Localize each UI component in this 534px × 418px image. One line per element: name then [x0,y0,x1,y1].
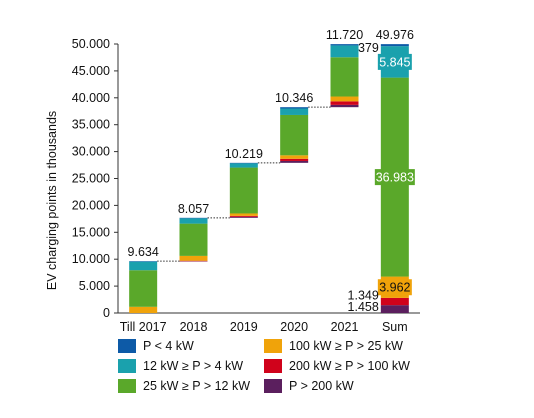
x-tick-label: 2019 [230,320,258,334]
bar-segment [179,260,208,262]
y-tick-label: 45.000 [72,64,110,78]
bar-segment [129,306,158,313]
x-tick-label: Sum [382,320,408,334]
x-tick-label: 2020 [280,320,308,334]
bar-segment [229,162,258,164]
segment-label-box [377,53,412,70]
segment-label: 1.349 [348,289,379,303]
x-tick-label: Till 2017 [120,320,167,334]
bar-segment [229,216,258,218]
legend-item: 25 kW ≥ P > 12 kW [118,379,250,393]
x-tick-label: 2018 [180,320,208,334]
legend-item: 200 kW ≥ P > 100 kW [264,359,410,373]
y-tick-label: 5.000 [79,279,110,293]
legend-item: 100 kW ≥ P > 25 kW [264,339,403,353]
legend-label: 200 kW ≥ P > 100 kW [289,359,410,373]
bar-segment [129,261,158,262]
legend-item: P > 200 kW [264,379,354,393]
data-labels: Till 2017 9.634 2018 8.057 2019 10.219 2020 10.… [120,28,415,334]
axes: 0 5.000 10.000 15.000 20.000 25.000 30.000 35.0… [72,37,420,320]
legend-label: 25 kW ≥ P > 12 kW [143,379,251,393]
bar-segment [380,44,409,47]
bar-segment [179,217,208,219]
y-tick-label: 25.000 [72,172,110,186]
legend-label: 100 kW ≥ P > 25 kW [289,339,403,353]
bar-segment [229,215,258,217]
y-axis-label: EV charging points in thousands [45,111,59,290]
y-tick-label: 20.000 [72,198,110,212]
total-label: 9.634 [128,245,159,259]
segment-label: 379 [358,41,379,55]
total-label: 10.346 [275,91,313,105]
bar-segment [280,158,309,161]
legend-label: 12 kW ≥ P > 4 kW [143,359,244,373]
bar-segment [229,213,258,216]
bar-segment [330,57,359,97]
x-tick-label: 2021 [331,320,359,334]
legend-swatch [118,339,136,353]
legend-swatch [264,359,282,373]
bar-segment [280,108,309,115]
total-label: 11.720 [326,28,363,42]
segment-label: 1.458 [348,300,379,314]
bar-segment [179,255,208,261]
total-label: 49.976 [376,28,414,42]
segment-label-box [374,169,415,186]
y-tick-label: 15.000 [72,225,110,239]
y-tick-label: 50.000 [72,37,110,51]
total-label: 10.219 [225,147,263,161]
total-label: 8.057 [178,202,209,216]
bar-segment [280,155,309,159]
legend-label: P < 4 kW [143,339,194,353]
bar-segment [330,44,359,46]
bar-segment [129,270,158,307]
bar-segment [280,160,309,163]
bar-segment [380,297,409,306]
bars [129,44,409,313]
bar-segment [129,261,158,271]
segment-label: 36.983 [376,171,414,185]
bar-segment [280,107,309,109]
segment-label: 3.962 [379,281,410,295]
bar-segment [380,305,409,313]
bar-segment [229,163,258,168]
segment-label-box [377,279,412,296]
legend-swatch [264,339,282,353]
y-tick-label: 10.000 [72,252,110,266]
legend-swatch [118,359,136,373]
legend-swatch [264,379,282,393]
y-tick-label: 0 [103,306,110,320]
bar-segment [330,96,359,102]
bar-segment [179,223,208,256]
bar-segment [280,114,309,156]
y-tick-label: 40.000 [72,91,110,105]
bar-segment [330,101,359,105]
bar-segment [229,167,258,214]
bar-segment [179,218,208,224]
legend-item: P < 4 kW [118,339,194,353]
bar-segment [330,104,359,108]
legend-swatch [118,379,136,393]
legend-item: 12 kW ≥ P > 4 kW [118,359,243,373]
y-tick-label: 35.000 [72,118,110,132]
legend-label: P > 200 kW [289,379,354,393]
bar-segment [330,45,359,58]
y-tick-label: 30.000 [72,145,110,159]
segment-label: 5.845 [379,55,410,69]
